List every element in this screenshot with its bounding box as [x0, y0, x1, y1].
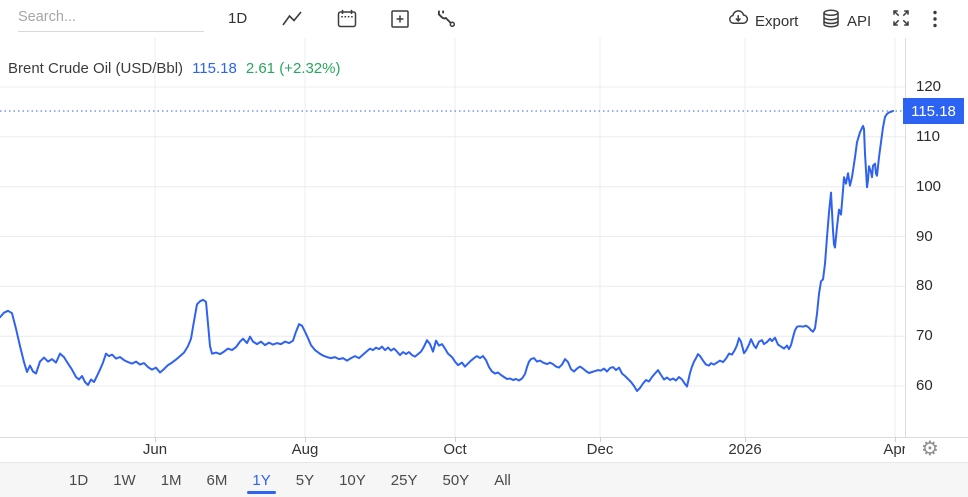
range-button-1m[interactable]: 1M: [160, 471, 182, 489]
api-label: API: [847, 12, 872, 30]
time-axis-tick: [895, 437, 896, 442]
export-button[interactable]: Export: [727, 8, 798, 35]
range-selector-bar: 1D 1W 1M 6M 1Y 5Y 10Y 25Y 50Y All: [0, 462, 968, 497]
range-button-25y[interactable]: 25Y: [390, 471, 418, 489]
range-button-1d[interactable]: 1D: [69, 471, 89, 489]
time-axis-tick: [305, 437, 306, 442]
time-axis-label: Apr: [883, 441, 905, 458]
chart-plot-area[interactable]: [0, 38, 905, 437]
price-axis-label: 90: [916, 227, 933, 245]
time-axis-label: Dec: [586, 441, 614, 458]
wrench-icon: [436, 8, 458, 30]
price-axis-label: 80: [916, 277, 933, 295]
price-line-series: [0, 110, 894, 392]
instrument-price: 115.18: [192, 60, 237, 77]
active-range-underline: [247, 491, 276, 494]
price-axis-label: 100: [916, 177, 942, 195]
export-label: Export: [755, 12, 799, 30]
range-button-1y[interactable]: 1Y: [245, 463, 277, 497]
range-button-5y[interactable]: 5Y: [295, 471, 315, 489]
range-button-10y[interactable]: 10Y: [339, 471, 366, 489]
search-box[interactable]: [18, 5, 204, 32]
time-axis[interactable]: Jun Aug Oct Dec 2026 Apr: [0, 441, 905, 461]
range-button-50y[interactable]: 50Y: [442, 471, 470, 489]
more-menu-button[interactable]: [929, 8, 941, 30]
range-button-all[interactable]: All: [494, 471, 511, 489]
time-axis-label: 2026: [728, 441, 762, 458]
export-cloud-icon: [727, 8, 750, 35]
range-button-6m[interactable]: 6M: [206, 471, 228, 489]
time-axis-tick: [600, 437, 601, 442]
time-axis-tick: [455, 437, 456, 442]
instrument-header: Brent Crude Oil (USD/Bbl) 115.18 2.61 (+…: [8, 60, 340, 77]
add-indicator-button[interactable]: [389, 8, 411, 30]
tools-button[interactable]: [436, 8, 458, 30]
price-axis-label: 60: [916, 377, 933, 394]
price-axis-label: 110: [916, 127, 940, 145]
kebab-menu-icon: [929, 8, 941, 30]
price-axis-label: 120: [916, 78, 942, 95]
time-axis-label: Jun: [142, 441, 168, 458]
fullscreen-button[interactable]: [891, 8, 913, 30]
date-range-button[interactable]: [336, 8, 358, 30]
time-axis-tick: [745, 437, 746, 442]
price-axis-label: 70: [916, 327, 933, 345]
time-axis-line: [0, 437, 968, 438]
chart-type-button[interactable]: [281, 8, 303, 30]
line-chart-icon: [281, 8, 303, 30]
api-button[interactable]: API: [820, 8, 871, 35]
top-toolbar: 1D: [0, 0, 968, 38]
gear-icon[interactable]: ⚙: [921, 438, 939, 460]
time-axis-tick: [155, 437, 156, 442]
range-button-1w[interactable]: 1W: [113, 471, 136, 489]
interval-button[interactable]: 1D: [228, 10, 248, 27]
database-icon: [820, 8, 842, 35]
calendar-icon: [336, 8, 358, 30]
plus-square-icon: [389, 8, 411, 30]
fullscreen-icon: [891, 8, 913, 28]
instrument-change: 2.61 (+2.32%): [245, 60, 341, 77]
time-axis-label: Oct: [443, 441, 467, 458]
time-axis-label: Aug: [291, 441, 319, 458]
search-input[interactable]: [18, 5, 204, 32]
instrument-name: Brent Crude Oil (USD/Bbl): [8, 60, 184, 77]
current-price-badge: 115.18: [903, 98, 964, 125]
